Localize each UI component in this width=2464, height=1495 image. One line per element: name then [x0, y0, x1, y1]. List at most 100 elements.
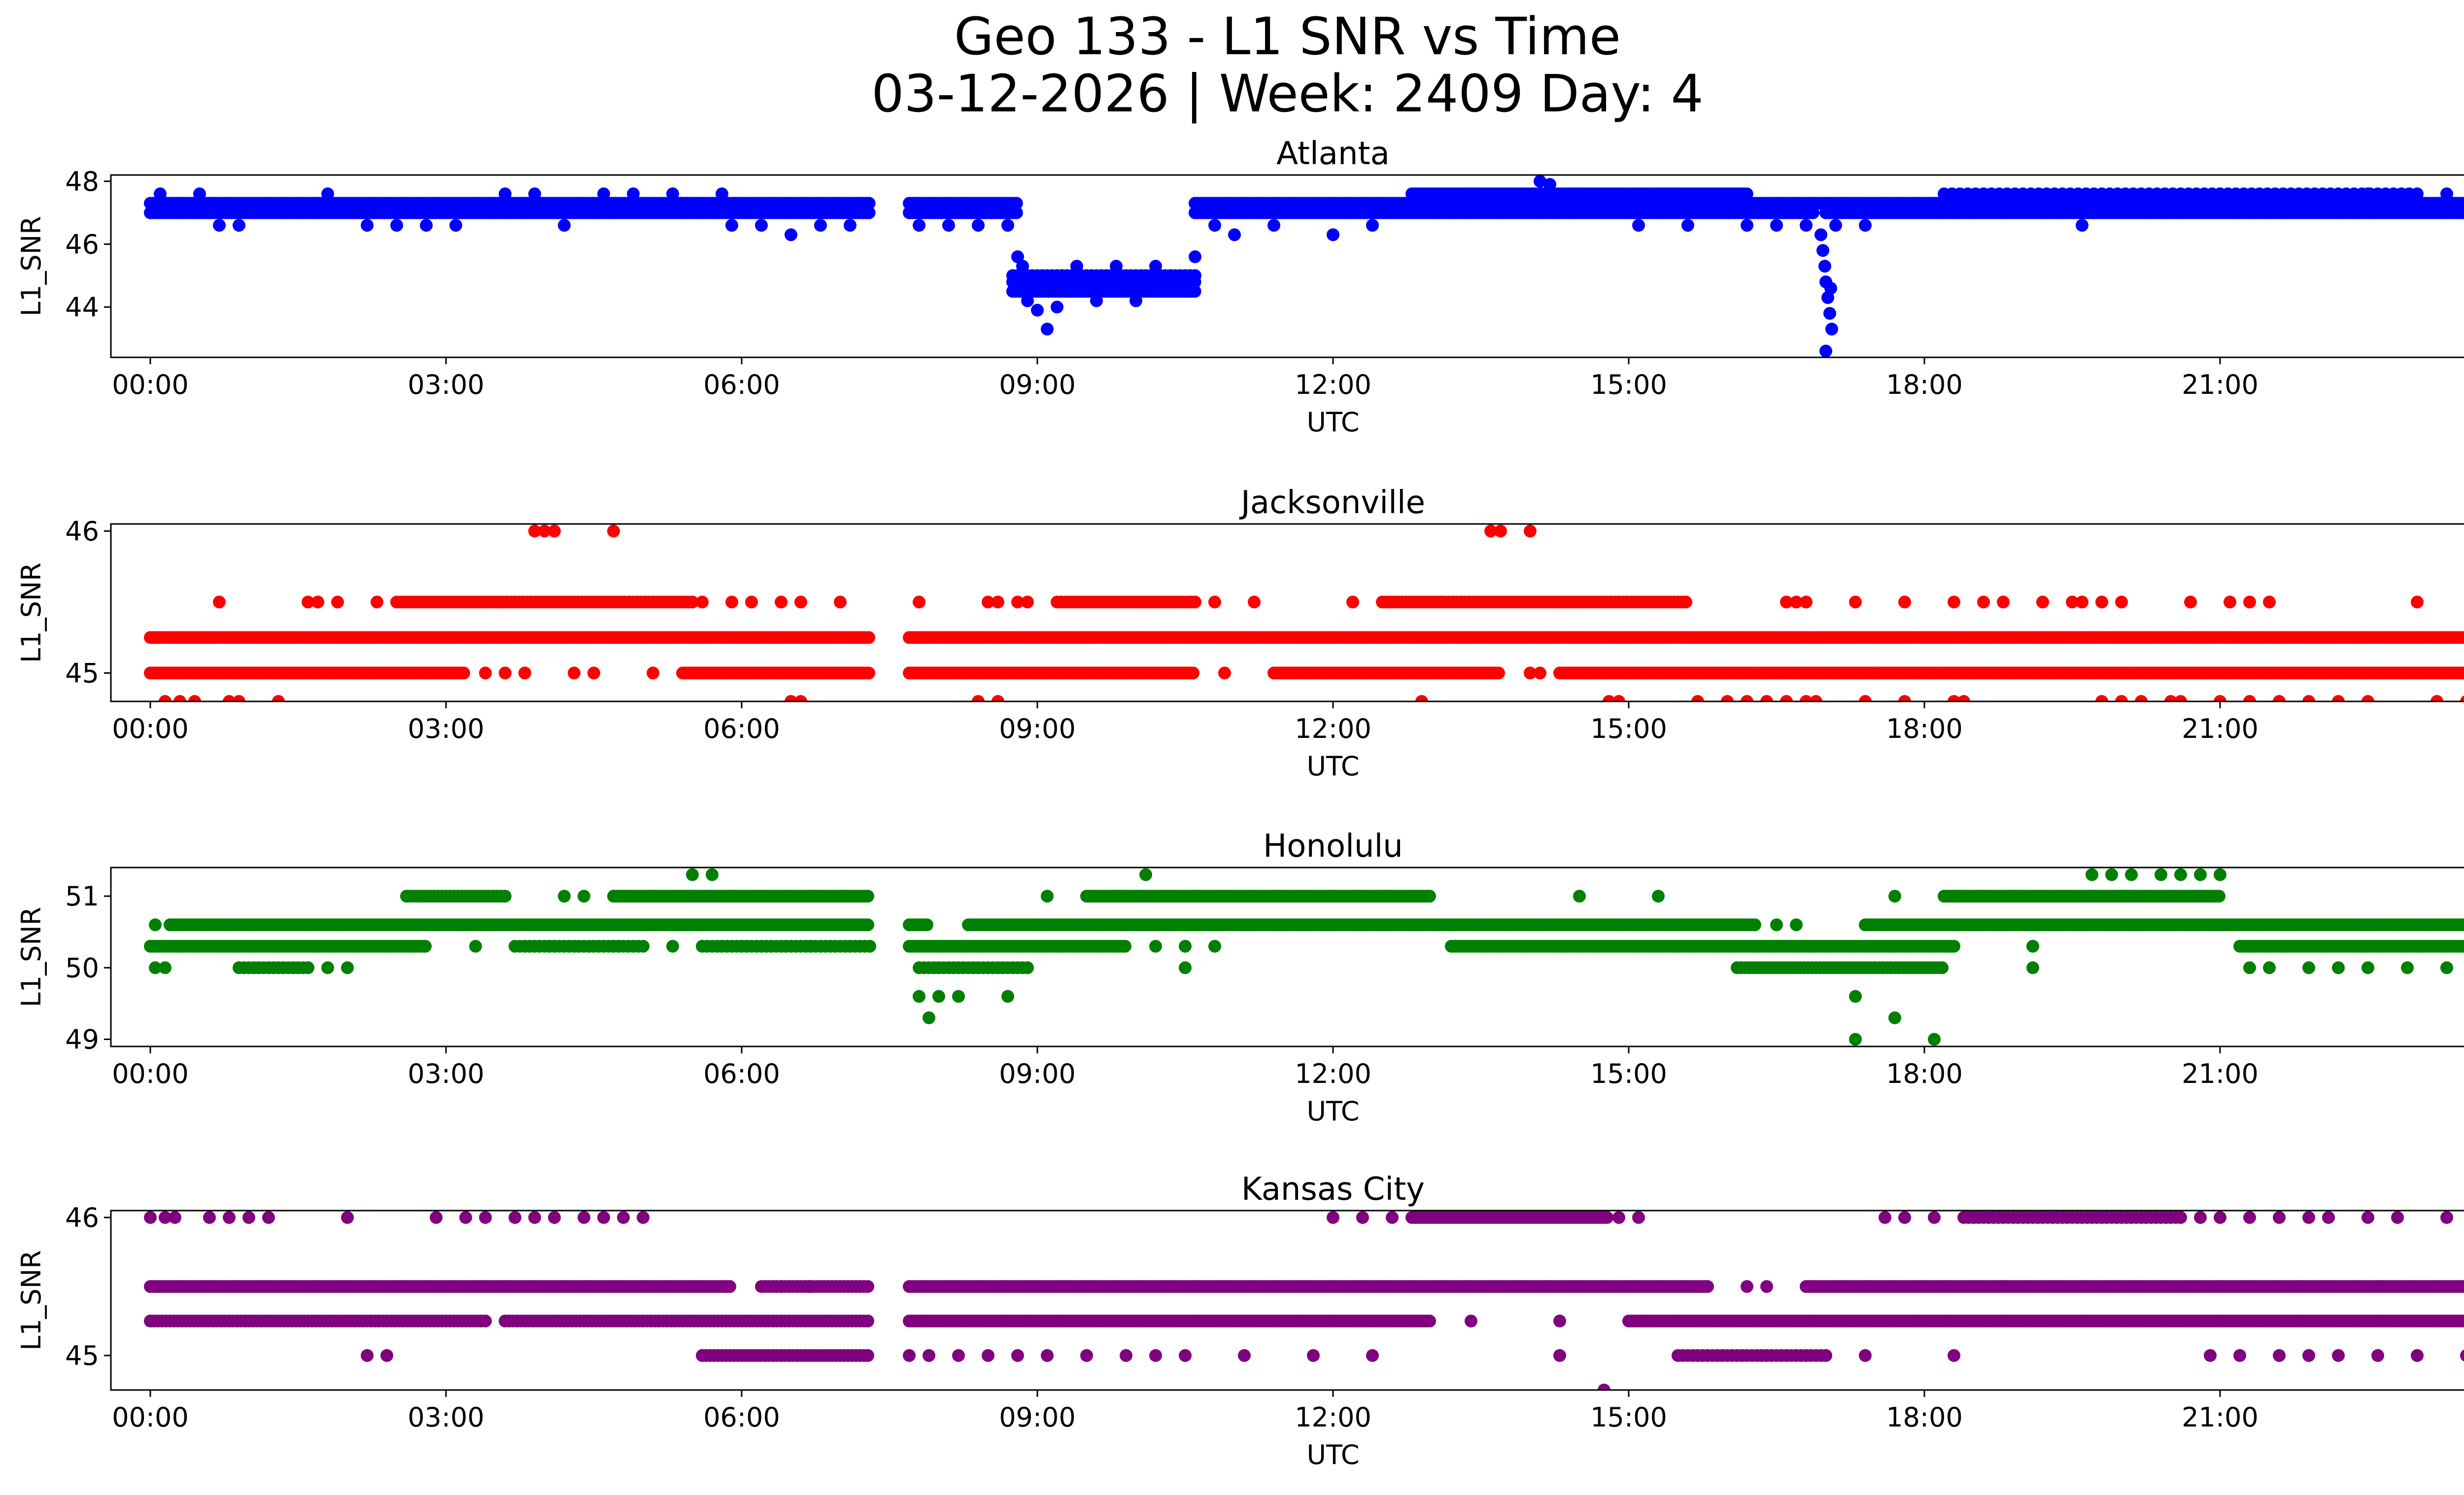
data-point — [972, 695, 985, 701]
data-point — [558, 219, 571, 232]
data-point — [794, 695, 807, 701]
data-point — [568, 666, 581, 680]
data-point — [213, 219, 226, 232]
data-point — [1189, 250, 1201, 263]
data-point — [1041, 322, 1054, 336]
data-point — [1859, 695, 1872, 701]
data-point — [499, 890, 512, 903]
data-point — [2243, 595, 2256, 609]
y-axis-label: L1_SNR — [16, 562, 47, 663]
data-point — [1534, 666, 1546, 680]
data-point — [863, 939, 876, 953]
data-point — [390, 219, 403, 232]
data-point — [725, 219, 738, 232]
data-point — [1824, 281, 1837, 295]
data-point — [1681, 219, 1694, 232]
data-point — [2361, 695, 2374, 701]
data-point — [1859, 219, 1872, 232]
data-point — [213, 595, 226, 609]
x-tick-label: 21:00 — [2182, 369, 2259, 400]
data-point — [528, 524, 541, 538]
data-point — [2115, 695, 2128, 701]
data-point — [854, 197, 866, 210]
data-point — [1189, 269, 1201, 282]
data-point — [1800, 595, 1813, 609]
data-point — [1997, 595, 2010, 609]
y-axis-label: L1_SNR — [16, 216, 47, 316]
data-point — [449, 219, 462, 232]
data-point — [1492, 666, 1505, 680]
data-point — [1829, 219, 1842, 232]
data-point — [311, 595, 324, 609]
data-point — [1119, 939, 1131, 953]
figure-title-line-2: 03-12-2026 | Week: 2409 Day: 4 — [871, 64, 1704, 124]
data-point — [1957, 695, 1970, 701]
data-point — [1189, 595, 1201, 609]
data-point — [1090, 294, 1103, 308]
data-point — [1423, 890, 1436, 903]
data-point — [921, 918, 933, 932]
data-point — [913, 219, 925, 232]
x-tick-label: 06:00 — [703, 713, 780, 744]
data-point — [2461, 940, 2464, 952]
data-point — [1790, 595, 1803, 609]
data-point — [2263, 595, 2276, 609]
data-point — [2243, 695, 2256, 701]
data-point — [1011, 250, 1024, 263]
data-point — [2462, 920, 2464, 930]
data-point — [1721, 695, 1734, 701]
data-point — [1948, 595, 1960, 609]
data-point — [2214, 695, 2226, 701]
data-point — [1187, 666, 1199, 680]
data-point — [785, 228, 797, 242]
x-tick-label: 00:00 — [112, 369, 189, 400]
data-point — [1327, 228, 1339, 242]
data-point — [2440, 187, 2453, 201]
data-point — [696, 595, 709, 609]
x-tick-label: 03:00 — [408, 713, 484, 744]
data-point — [2460, 207, 2464, 219]
data-point — [1948, 939, 1960, 953]
data-point — [1780, 595, 1793, 609]
data-point — [637, 939, 650, 953]
data-point — [716, 187, 728, 201]
data-point — [1780, 695, 1793, 701]
data-point — [1810, 695, 1822, 701]
data-point — [2214, 187, 2226, 201]
data-point — [2273, 695, 2286, 701]
data-point — [1818, 260, 1831, 273]
data-point — [2430, 695, 2443, 701]
data-point — [1823, 307, 1836, 320]
data-point — [457, 666, 470, 680]
data-point — [2411, 187, 2424, 201]
data-point — [1760, 695, 1773, 701]
data-point — [992, 695, 1004, 701]
data-point — [814, 219, 827, 232]
data-point — [2461, 667, 2464, 679]
x-tick-label: 12:00 — [1295, 713, 1371, 744]
x-tick-label: 09:00 — [999, 369, 1076, 400]
data-point — [1524, 666, 1537, 680]
scatter-points — [144, 175, 2464, 357]
panel-atlanta: 00:00 03:00 06:00 09:00 12:00 15:00 18:00 21:00… — [16, 136, 2464, 438]
data-point — [587, 666, 600, 680]
data-point — [1208, 595, 1221, 609]
data-point — [834, 595, 847, 609]
x-tick-label: 00:00 — [112, 713, 189, 744]
data-point — [1691, 695, 1704, 701]
data-point — [361, 219, 374, 232]
data-point — [1977, 187, 1990, 201]
data-point — [597, 187, 610, 201]
data-point — [1632, 219, 1645, 232]
data-point — [1149, 260, 1162, 273]
data-point — [371, 595, 383, 609]
data-point — [2095, 695, 2108, 701]
data-point — [1248, 595, 1261, 609]
data-point — [844, 219, 856, 232]
data-point — [725, 595, 738, 609]
data-point — [2164, 695, 2177, 701]
data-point — [2332, 695, 2345, 701]
data-point — [1228, 228, 1241, 242]
data-point — [1741, 695, 1753, 701]
